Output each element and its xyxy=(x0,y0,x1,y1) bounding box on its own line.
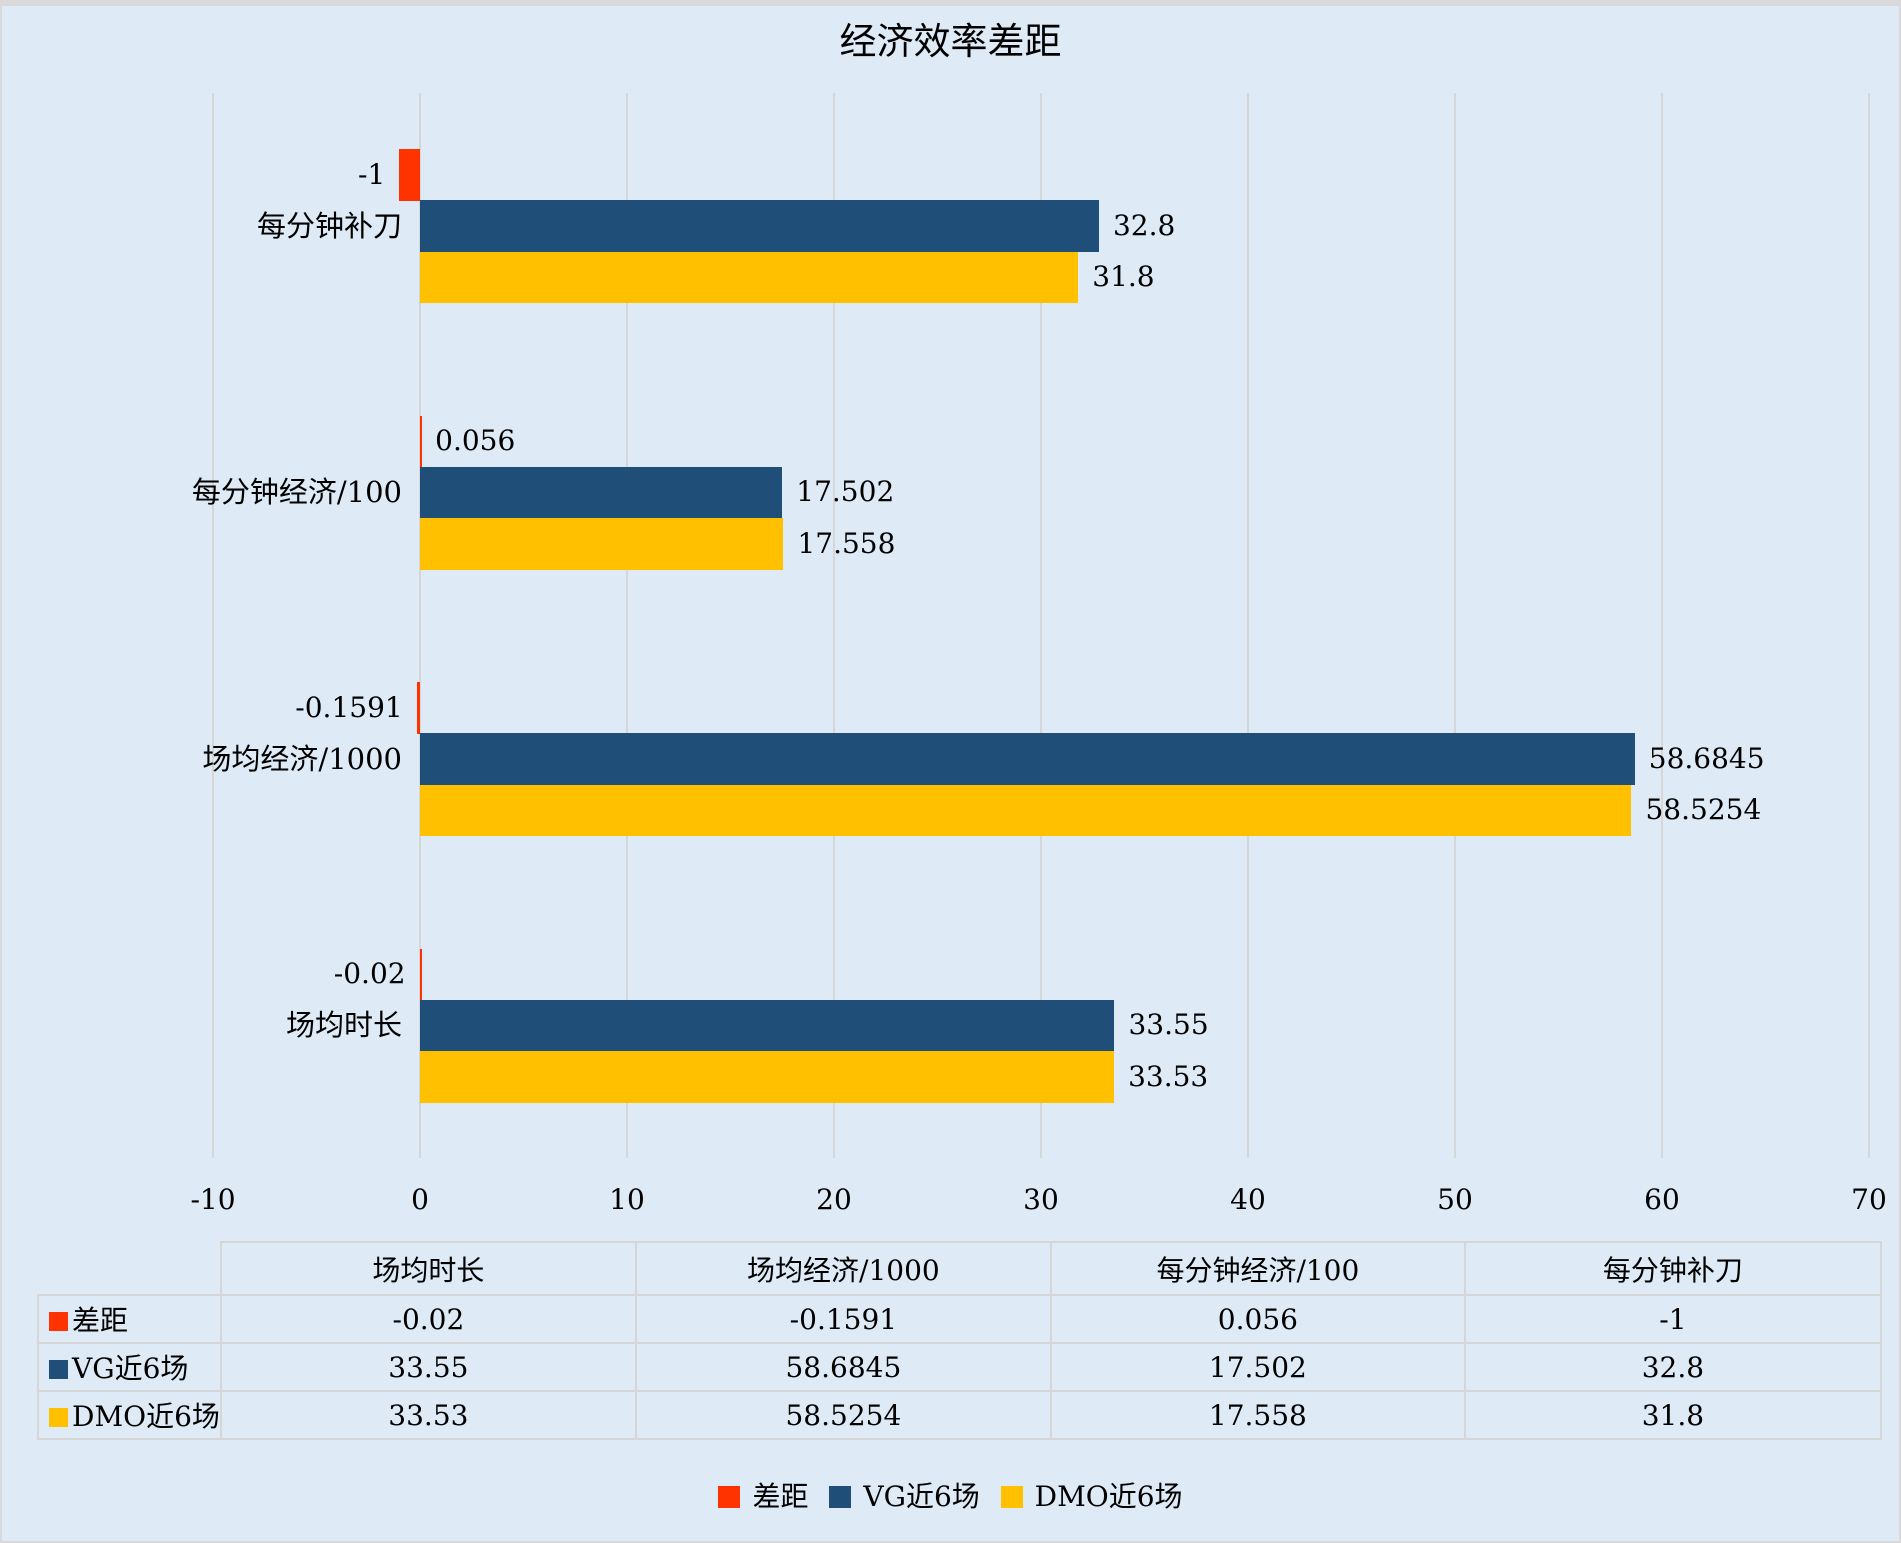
table-cell: 0.056 xyxy=(1049,1294,1466,1344)
x-tick-label: -10 xyxy=(190,1183,236,1216)
table-cell: 58.5254 xyxy=(634,1390,1052,1440)
table-cell: -0.1591 xyxy=(634,1294,1052,1344)
bar-vg[interactable] xyxy=(420,466,783,519)
table-corner xyxy=(38,1242,222,1296)
category-label: 每分钟补刀 xyxy=(256,208,402,243)
table-header: 场均经济/1000 xyxy=(634,1241,1052,1296)
legend-item-gap[interactable]: 差距 xyxy=(718,1480,808,1514)
bar-dmo[interactable] xyxy=(420,784,1632,837)
table-cell: 17.558 xyxy=(1049,1390,1466,1440)
legend-key-gap-icon xyxy=(49,1312,68,1331)
legend-item-dmo[interactable]: DMO近6场 xyxy=(1000,1480,1183,1514)
row-label-text: 差距 xyxy=(72,1304,129,1337)
table-row-label: DMO近6场 xyxy=(37,1390,222,1440)
data-label: -1 xyxy=(358,157,386,191)
data-label: 33.55 xyxy=(1128,1008,1209,1042)
x-tick-label: 60 xyxy=(1644,1183,1680,1216)
bar-gap[interactable] xyxy=(416,682,420,734)
x-tick-label: 40 xyxy=(1230,1183,1266,1216)
bar-dmo[interactable] xyxy=(420,251,1079,304)
gridline xyxy=(1040,93,1042,1158)
table-cell: 33.55 xyxy=(219,1342,637,1392)
data-label: 33.53 xyxy=(1128,1059,1209,1093)
legend-key-dmo-icon xyxy=(49,1408,68,1427)
row-label-text: DMO近6场 xyxy=(72,1400,220,1433)
legend: 差距 VG近6场 DMO近6场 xyxy=(2,1480,1899,1514)
data-label: -0.02 xyxy=(333,957,406,991)
table-cell: 33.53 xyxy=(219,1390,637,1440)
table-row-label: VG近6场 xyxy=(37,1342,222,1392)
gridline xyxy=(1454,93,1456,1158)
legend-swatch-icon xyxy=(829,1486,852,1508)
x-tick-label: 50 xyxy=(1437,1183,1473,1216)
bar-gap[interactable] xyxy=(420,415,422,468)
table-cell: 31.8 xyxy=(1463,1390,1882,1440)
x-tick-label: 0 xyxy=(411,1183,429,1216)
bar-gap[interactable] xyxy=(419,948,422,1001)
legend-label: DMO近6场 xyxy=(1034,1480,1183,1513)
bar-dmo[interactable] xyxy=(420,1051,1115,1103)
chart-area: 经济效率差距 -10 0 10 20 30 40 50 60 70 每分钟补刀 -1 32.8 31.8… xyxy=(2,6,1899,1541)
legend-label: VG近6场 xyxy=(863,1480,980,1513)
legend-swatch-icon xyxy=(718,1486,741,1508)
x-tick-label: 10 xyxy=(609,1183,645,1216)
table-cell: 58.6845 xyxy=(634,1342,1052,1392)
table-header: 场均时长 xyxy=(219,1241,637,1296)
table-cell: -0.02 xyxy=(219,1294,637,1344)
row-label-text: VG近6场 xyxy=(72,1352,189,1385)
data-label: 58.5254 xyxy=(1645,793,1762,827)
category-label: 场均经济/1000 xyxy=(202,741,402,776)
gridline xyxy=(626,93,628,1158)
table-header-row: 场均时长 场均经济/1000 每分钟经济/100 每分钟补刀 xyxy=(38,1241,1882,1296)
gridline xyxy=(1661,93,1663,1158)
data-table: 场均时长 场均经济/1000 每分钟经济/100 每分钟补刀 差距 -0.02 … xyxy=(37,1241,1882,1440)
legend-swatch-icon xyxy=(1000,1486,1023,1508)
table-cell: -1 xyxy=(1463,1294,1882,1344)
data-label: 17.502 xyxy=(796,475,895,509)
table-header: 每分钟经济/100 xyxy=(1049,1241,1466,1296)
data-label: 58.6845 xyxy=(1648,741,1765,775)
table-header: 每分钟补刀 xyxy=(1463,1241,1882,1296)
data-label: 31.8 xyxy=(1092,260,1155,294)
bar-gap[interactable] xyxy=(399,149,420,201)
bar-vg[interactable] xyxy=(420,733,1635,786)
bar-dmo[interactable] xyxy=(420,518,784,570)
x-tick-label: 70 xyxy=(1851,1183,1887,1216)
gridline xyxy=(833,93,835,1158)
legend-key-vg-icon xyxy=(49,1360,68,1379)
gridline xyxy=(419,93,421,1158)
category-label: 每分钟经济/100 xyxy=(191,475,402,510)
data-label: -0.1591 xyxy=(295,690,403,724)
x-tick-label: 20 xyxy=(816,1183,852,1216)
table-row: DMO近6场 33.53 58.5254 17.558 31.8 xyxy=(37,1390,1882,1440)
table-row: 差距 -0.02 -0.1591 0.056 -1 xyxy=(37,1294,1882,1344)
gridline xyxy=(1868,93,1870,1158)
x-tick-label: 30 xyxy=(1023,1183,1059,1216)
gridline xyxy=(1247,93,1249,1158)
table-cell: 17.502 xyxy=(1049,1342,1466,1392)
legend-label: 差距 xyxy=(752,1480,809,1513)
legend-item-vg[interactable]: VG近6场 xyxy=(829,1480,980,1514)
bar-vg[interactable] xyxy=(420,999,1115,1052)
data-label: 17.558 xyxy=(797,526,896,560)
category-label: 场均时长 xyxy=(285,1008,402,1043)
data-label: 0.056 xyxy=(435,424,516,458)
table-row: VG近6场 33.55 58.6845 17.502 32.8 xyxy=(37,1342,1882,1392)
table-row-label: 差距 xyxy=(37,1294,222,1344)
table-cell: 32.8 xyxy=(1463,1342,1882,1392)
chart-title: 经济效率差距 xyxy=(839,20,1062,63)
data-label: 32.8 xyxy=(1112,208,1176,242)
bar-vg[interactable] xyxy=(420,200,1099,253)
gridline xyxy=(212,93,214,1158)
